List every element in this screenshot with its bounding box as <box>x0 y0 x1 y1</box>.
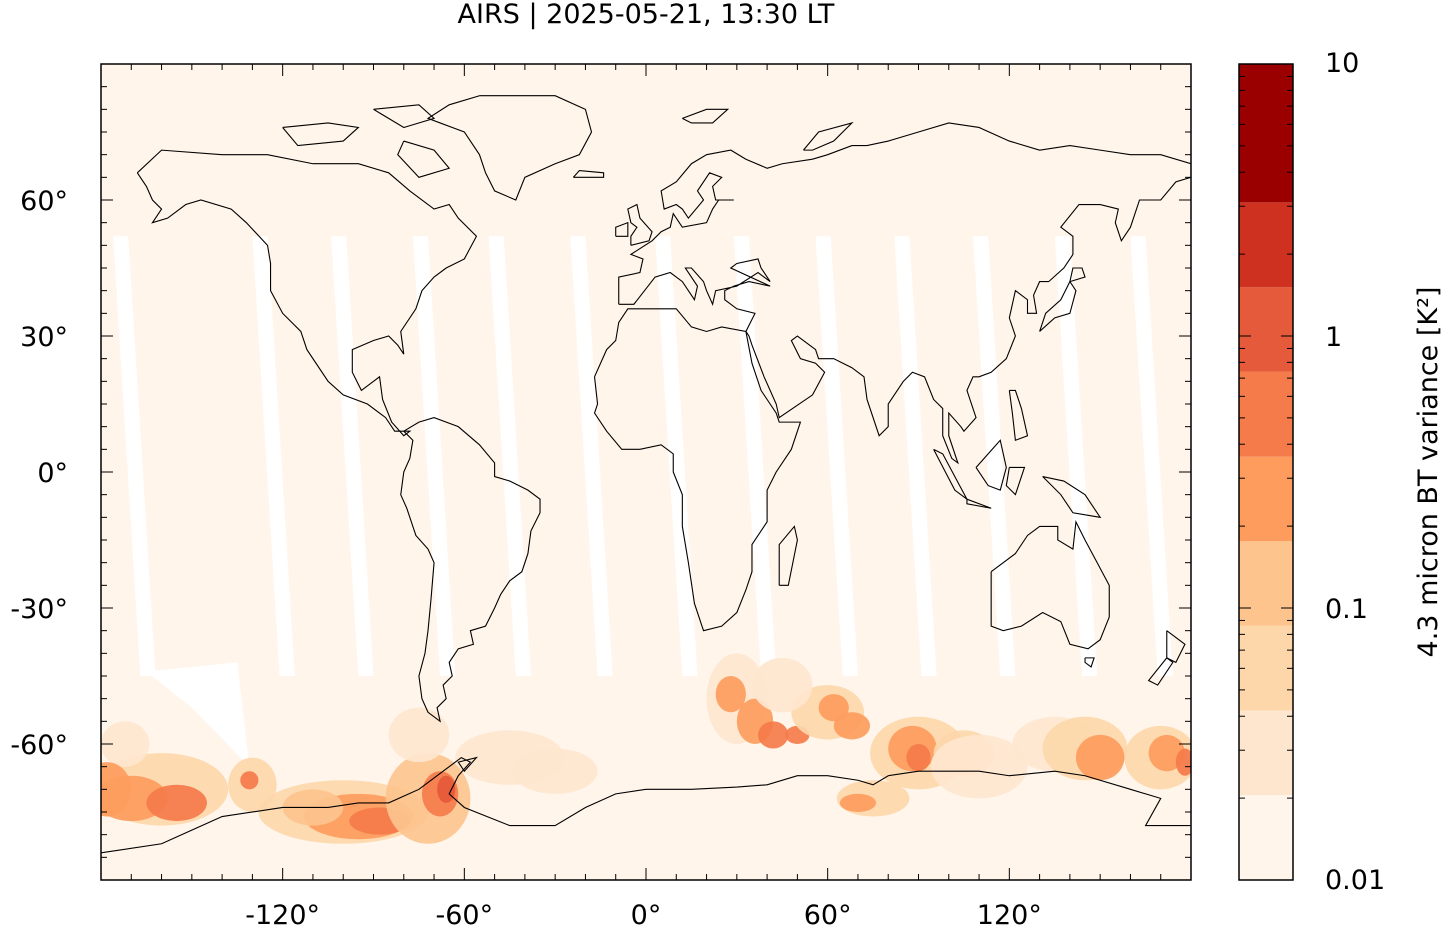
coastline-segment <box>457 756 479 773</box>
orbit-gap <box>1054 236 1098 676</box>
variance-patch <box>758 721 789 749</box>
x-tick-label: -60° <box>436 900 494 930</box>
colorbar-block <box>1239 371 1293 457</box>
orbit-gap <box>146 662 250 767</box>
coastline-segment <box>101 756 1191 854</box>
x-tick-label: 120° <box>977 900 1042 930</box>
coastline-segment <box>966 498 992 509</box>
coastline-segment <box>400 417 541 723</box>
variance-patch <box>240 771 259 790</box>
colorbar-tick-label: 0.1 <box>1325 594 1368 625</box>
coastline-segment <box>1042 475 1102 519</box>
colorbar-block <box>1239 710 1293 796</box>
colorbar: 10 1 0.1 0.01 4.3 micron BT variance [K²] <box>1238 48 1442 896</box>
x-tick-label: -120° <box>245 900 320 930</box>
orbit-gap <box>252 236 295 676</box>
orbit-gaps <box>113 236 1173 767</box>
coastline-segment <box>627 203 653 246</box>
variance-patch <box>906 744 931 772</box>
colorbar-tick-label: 10 <box>1325 48 1359 79</box>
variance-patch <box>833 712 871 740</box>
colorbar-block <box>1239 795 1293 880</box>
variance-patch <box>751 657 813 713</box>
orbit-gap <box>815 236 858 676</box>
variance-patch <box>930 734 1028 799</box>
orbit-gap <box>1130 236 1173 676</box>
coastline-segment <box>572 169 605 178</box>
colorbar-tick-label: 0.01 <box>1325 865 1385 896</box>
orbit-gap <box>733 236 777 676</box>
orbit-gap <box>655 236 698 676</box>
colorbar-label: 4.3 micron BT variance [K²] <box>1413 287 1442 658</box>
variance-patch <box>715 676 746 713</box>
variance-patch <box>101 762 132 817</box>
coastline-segment <box>282 122 360 147</box>
coastline-segment <box>778 525 798 586</box>
orbit-gap <box>973 236 1016 676</box>
coastline-segment <box>990 519 1110 650</box>
y-tick-label: 60° <box>20 186 68 217</box>
variance-patch <box>388 707 450 763</box>
variance-field <box>101 653 1191 844</box>
variance-patch <box>101 721 150 767</box>
y-tick-label: 0° <box>37 458 68 489</box>
orbit-gap <box>331 236 374 676</box>
coastline-segment <box>397 140 451 178</box>
coastline-segment <box>803 121 854 151</box>
coastline-segment <box>618 122 1191 465</box>
colorbar-tick-label: 1 <box>1325 322 1342 353</box>
variance-patch <box>146 784 207 822</box>
colorbar-block <box>1239 456 1293 542</box>
coastline-segment <box>1084 657 1095 668</box>
coastline-segment <box>373 104 436 129</box>
variance-patch <box>1175 748 1191 776</box>
coastline-segment <box>593 308 802 632</box>
map-minor-ticks <box>101 64 1191 880</box>
map-title: AIRS | 2025-05-21, 13:30 LT <box>457 0 835 30</box>
colorbar-block <box>1239 64 1293 203</box>
longitude-axis: -120° -60° 0° 60° 120° <box>245 900 1042 930</box>
coastline-segment <box>426 95 593 201</box>
variance-patch <box>839 793 877 813</box>
colorbar-block <box>1239 287 1293 372</box>
colorbar-frame <box>1238 63 1294 881</box>
x-tick-label: 0° <box>631 900 662 930</box>
coastline-segment <box>615 221 629 237</box>
colorbar-block <box>1239 202 1293 288</box>
coastline-segment <box>136 149 478 437</box>
colorbar-ticks: 10 1 0.1 0.01 <box>1239 48 1385 896</box>
variance-patch <box>437 775 456 803</box>
variance-patch <box>818 694 849 722</box>
coastline-segment <box>975 439 1007 491</box>
colorbar-block <box>1239 541 1293 626</box>
y-tick-label: 30° <box>20 322 68 353</box>
coastline-segment <box>1039 280 1077 332</box>
coastline-segment <box>1166 630 1186 664</box>
orbit-gap <box>488 236 531 676</box>
coastline-segment <box>1069 267 1086 283</box>
orbit-gap <box>894 236 937 676</box>
orbit-gap <box>570 236 613 676</box>
y-tick-label: -60° <box>10 730 68 761</box>
coastlines <box>101 95 1191 854</box>
orbit-gap <box>113 236 156 676</box>
x-tick-label: 60° <box>804 900 852 930</box>
colorbar-block <box>1239 625 1293 711</box>
coastline-segment <box>1147 657 1174 686</box>
variance-patch <box>1075 734 1125 781</box>
coastline-segment <box>682 108 730 124</box>
colorbar-blocks <box>1239 64 1293 880</box>
coastline-segment <box>1005 466 1026 496</box>
latitude-axis: 60° 30° 0° -30° -60° <box>10 186 68 761</box>
coastline-segment <box>1008 389 1029 442</box>
orbit-gap <box>412 236 456 676</box>
map-plot-area: -120° -60° 0° 60° 120° 60° 30° 0° -30° -60° <box>10 63 1192 930</box>
y-tick-label: -30° <box>10 594 68 625</box>
variance-patch <box>512 748 598 794</box>
